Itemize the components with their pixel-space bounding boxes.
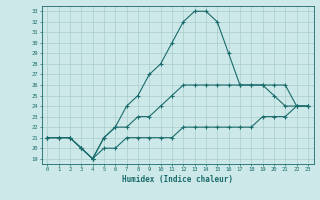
X-axis label: Humidex (Indice chaleur): Humidex (Indice chaleur)	[122, 175, 233, 184]
